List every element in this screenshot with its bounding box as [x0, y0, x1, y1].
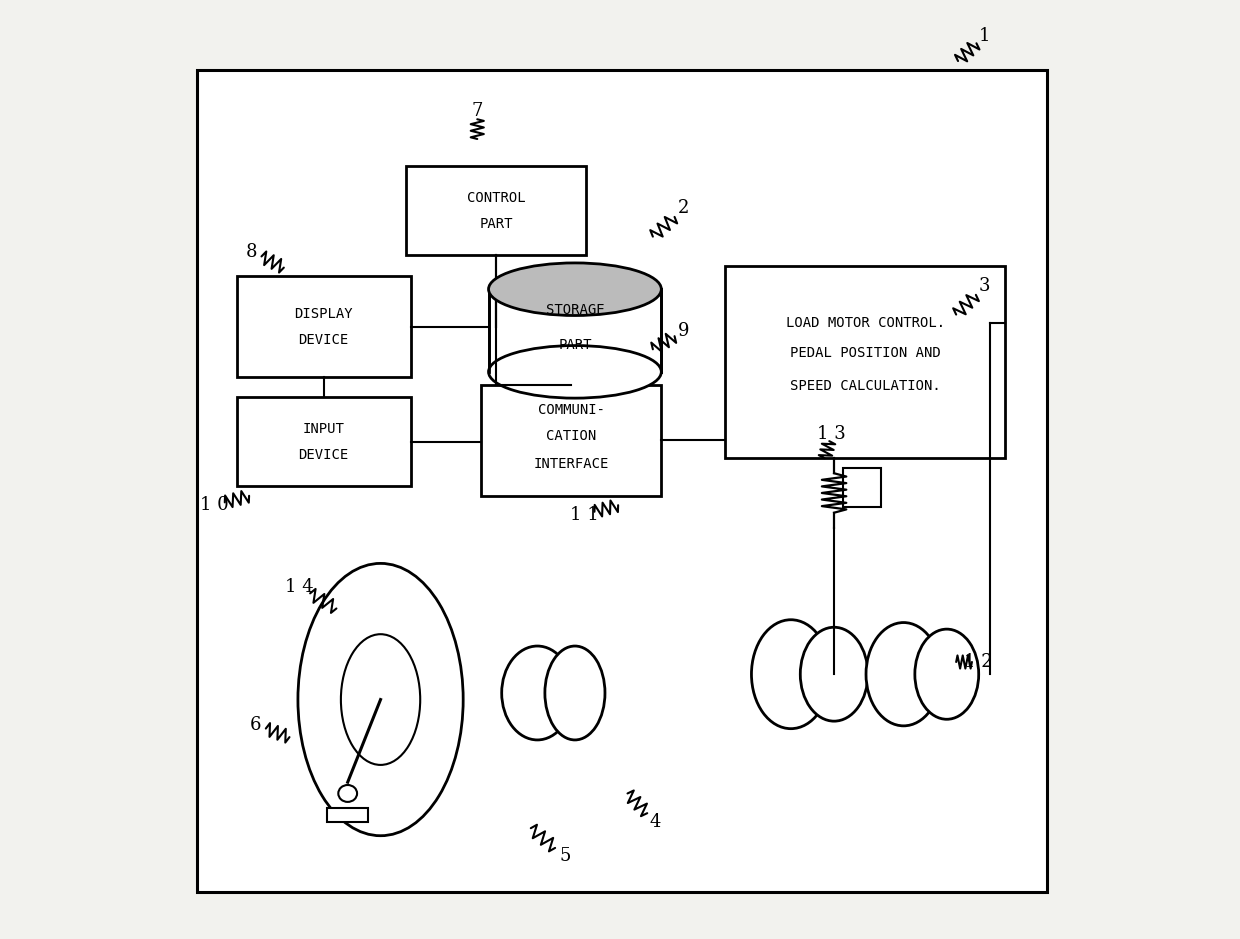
Text: INTERFACE: INTERFACE: [533, 457, 609, 470]
Text: STORAGE: STORAGE: [546, 303, 604, 316]
Ellipse shape: [866, 623, 941, 726]
Text: LOAD MOTOR CONTROL.: LOAD MOTOR CONTROL.: [785, 316, 945, 330]
Text: 7: 7: [471, 101, 482, 120]
Text: 3: 3: [978, 277, 990, 296]
Ellipse shape: [502, 646, 573, 740]
Bar: [327, 808, 368, 822]
Bar: [197, 70, 1048, 892]
Text: DEVICE: DEVICE: [299, 333, 348, 346]
Ellipse shape: [341, 634, 420, 765]
Text: 1 0: 1 0: [200, 496, 228, 515]
Ellipse shape: [751, 620, 831, 729]
Text: 1 2: 1 2: [965, 653, 993, 671]
Text: 6: 6: [250, 716, 262, 734]
Text: COMMUNI-: COMMUNI-: [538, 404, 605, 417]
Bar: [233, 141, 711, 505]
Bar: [489, 289, 661, 372]
Ellipse shape: [544, 646, 605, 740]
Ellipse shape: [489, 346, 661, 398]
Text: 1: 1: [978, 26, 990, 45]
Bar: [237, 276, 410, 377]
Text: CATION: CATION: [546, 429, 596, 442]
Text: PART: PART: [480, 217, 513, 231]
Text: 1 3: 1 3: [817, 424, 846, 443]
Text: CONTROL: CONTROL: [466, 191, 526, 205]
Text: SPEED CALCULATION.: SPEED CALCULATION.: [790, 379, 940, 393]
Text: PART: PART: [558, 338, 591, 351]
Ellipse shape: [298, 563, 464, 836]
Ellipse shape: [339, 785, 357, 802]
Text: 1 4: 1 4: [284, 577, 314, 596]
Text: 2: 2: [678, 199, 689, 218]
Bar: [405, 166, 587, 255]
Text: DISPLAY: DISPLAY: [294, 307, 353, 320]
Ellipse shape: [800, 627, 868, 721]
Bar: [237, 397, 410, 486]
Bar: [725, 266, 1004, 458]
Bar: [843, 468, 882, 507]
Text: INPUT: INPUT: [303, 422, 345, 436]
Text: DEVICE: DEVICE: [299, 448, 348, 462]
Bar: [278, 507, 764, 847]
Ellipse shape: [489, 263, 661, 316]
Bar: [481, 385, 661, 496]
Text: 4: 4: [650, 812, 661, 831]
Text: 8: 8: [247, 242, 258, 261]
Bar: [712, 235, 1029, 631]
Text: PEDAL POSITION AND: PEDAL POSITION AND: [790, 346, 940, 360]
Text: 5: 5: [559, 847, 572, 866]
Text: 1 1: 1 1: [570, 505, 599, 524]
Ellipse shape: [915, 629, 978, 719]
Text: 9: 9: [678, 321, 689, 340]
